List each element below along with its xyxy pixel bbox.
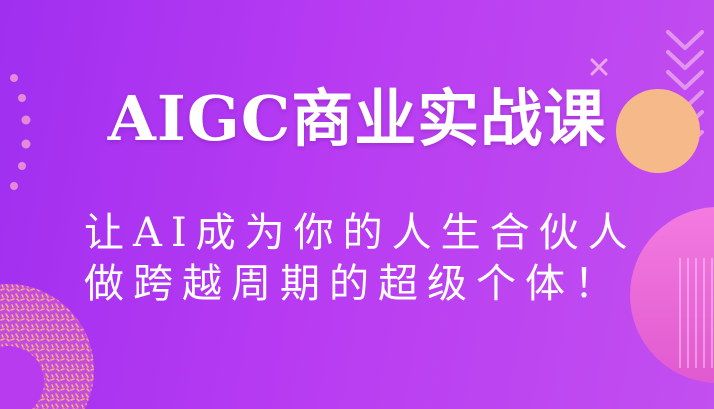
- subtitle-line-2: 做跨越周期的超级个体！: [84, 261, 623, 307]
- pink-circle-decoration: [630, 207, 714, 383]
- dotted-arc-decoration: [10, 74, 31, 190]
- x-mark-decoration: [590, 58, 608, 76]
- stripe-decoration: [679, 258, 713, 368]
- speckle-circle-decoration: [0, 284, 94, 409]
- peach-circle-decoration: [616, 89, 700, 173]
- page-title: AIGC商业实战课: [107, 82, 607, 155]
- subtitle-line-1: 让AI成为你的人生合伙人: [84, 210, 637, 256]
